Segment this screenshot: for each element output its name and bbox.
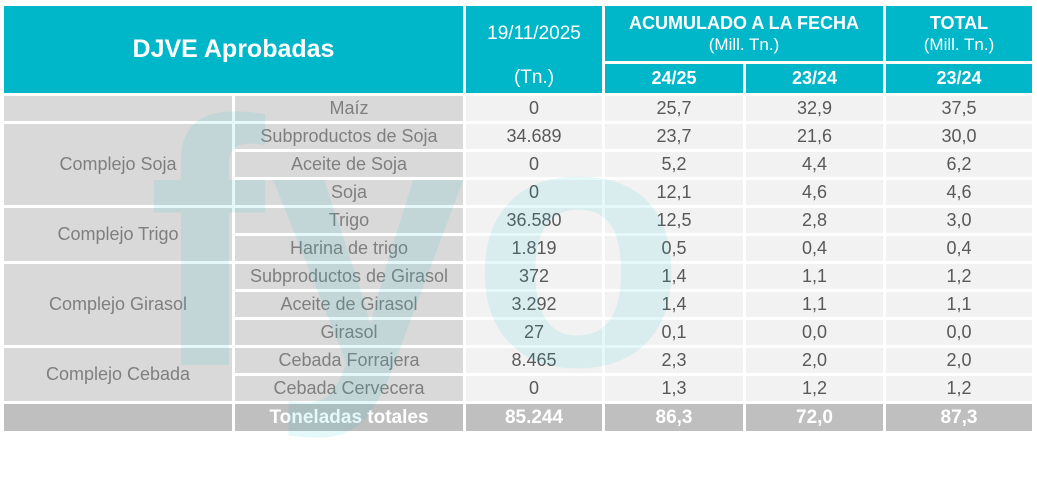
total-row: Toneladas totales 85.244 86,3 72,0 87,3	[4, 404, 1033, 431]
value-cell: 1,4	[605, 292, 743, 317]
date-unit-label: (Tn.)	[513, 66, 555, 88]
product-cell: Maíz	[235, 96, 463, 121]
page: DJVE Aprobadas 19/11/2025 (Tn.) ACUMULAD…	[0, 3, 1037, 482]
value-cell: 37,5	[886, 96, 1033, 121]
value-cell: 0,1	[605, 320, 743, 345]
product-cell: Cebada Forrajera	[235, 348, 463, 373]
value-cell: 34.689	[466, 124, 602, 149]
table-row: Complejo Cebada Cebada Forrajera 8.465 2,3 2…	[4, 348, 1033, 401]
product-cell: Subproductos de Girasol	[235, 264, 463, 289]
product-cell: Trigo	[235, 208, 463, 233]
value-cell: 4,6	[746, 180, 884, 205]
date-label: 19/11/2025	[487, 23, 581, 44]
value-cell: 372	[466, 264, 602, 289]
value-cell: 3,0	[886, 208, 1033, 233]
date-column-wrap: 19/11/2025 (Tn.)	[466, 6, 602, 93]
total-header: TOTAL (Mill. Tn.)	[886, 6, 1033, 61]
value-cell: 0	[466, 96, 602, 121]
value-cell: 12,5	[605, 208, 743, 233]
value-cell: 0,4	[886, 236, 1033, 261]
table-row: Girasol 27 0,1 0,0 0,0	[4, 320, 1033, 345]
subheader-acumulado-24-25: 24/25	[605, 64, 743, 93]
value-cell: 0	[466, 180, 602, 205]
value-cell: 2,8	[746, 208, 884, 233]
value-cell: 2,3	[605, 348, 743, 373]
total-value-cell: 86,3	[605, 404, 743, 431]
acumulado-unit: (Mill. Tn.)	[708, 35, 780, 54]
table-row: Soja 0 12,1 4,6 4,6	[4, 180, 1033, 205]
group-cell	[4, 96, 232, 121]
table-body: Maíz 0 25,7 32,9 37,5 Complejo Soja Subproduct…	[4, 96, 1033, 431]
value-cell: 8.465	[466, 348, 602, 373]
total-unit: (Mill. Tn.)	[923, 35, 995, 54]
value-cell: 2,0	[746, 348, 884, 373]
value-cell: 0,4	[746, 236, 884, 261]
value-cell: 32,9	[746, 96, 884, 121]
table-row: Complejo Girasol Subproductos de Girasol 3…	[4, 264, 1033, 345]
product-cell: Soja	[235, 180, 463, 205]
value-cell: 30,0	[886, 124, 1033, 149]
total-value-cell: 85.244	[466, 404, 602, 431]
table-row: Complejo Trigo Trigo 36.580 12,5 2,8 3,0	[4, 208, 1033, 261]
group-cell: Complejo Soja	[4, 124, 232, 205]
value-cell: 4,6	[886, 180, 1033, 205]
acumulado-title: ACUMULADO A LA FECHA	[629, 12, 859, 33]
value-cell: 1,2	[886, 264, 1033, 289]
value-cell: 1.819	[466, 236, 602, 261]
table-row: Harina de trigo 1.819 0,5 0,4 0,4	[4, 236, 1033, 261]
acumulado-header: ACUMULADO A LA FECHA (Mill. Tn.)	[605, 6, 884, 61]
product-cell: Cebada Cervecera	[235, 376, 463, 401]
table-row: Complejo Soja Subproductos de Soja 34.689 2…	[4, 124, 1033, 205]
value-cell: 0	[466, 152, 602, 177]
total-value-cell: 72,0	[746, 404, 884, 431]
total-value-cell: 87,3	[886, 404, 1033, 431]
value-cell: 12,1	[605, 180, 743, 205]
value-cell: 1,2	[886, 376, 1033, 401]
table-row: Cebada Cervecera 0 1,3 1,2 1,2	[4, 376, 1033, 401]
product-cell: Harina de trigo	[235, 236, 463, 261]
djve-table: DJVE Aprobadas 19/11/2025 (Tn.) ACUMULAD…	[1, 3, 1035, 434]
product-cell: Aceite de Soja	[235, 152, 463, 177]
table-row: Aceite de Girasol 3.292 1,4 1,1 1,1	[4, 292, 1033, 317]
value-cell: 0,0	[746, 320, 884, 345]
subheader-acumulado-23-24: 23/24	[746, 64, 884, 93]
product-cell: Girasol	[235, 320, 463, 345]
value-cell: 0,0	[886, 320, 1033, 345]
value-cell: 0,5	[605, 236, 743, 261]
value-cell: 27	[466, 320, 602, 345]
value-cell: 2,0	[886, 348, 1033, 373]
group-cell: Complejo Girasol	[4, 264, 232, 345]
group-cell: Complejo Cebada	[4, 348, 232, 401]
date-column-header: 19/11/2025 (Tn.)	[466, 6, 602, 93]
value-cell: 1,1	[886, 292, 1033, 317]
total-title: TOTAL	[929, 12, 989, 33]
value-cell: 3.292	[466, 292, 602, 317]
value-cell: 0	[466, 376, 602, 401]
value-cell: 36.580	[466, 208, 602, 233]
total-row-spacer-cell	[4, 404, 232, 431]
value-cell: 21,6	[746, 124, 884, 149]
value-cell: 1,2	[746, 376, 884, 401]
value-cell: 1,1	[746, 292, 884, 317]
subheader-total-23-24: 23/24	[886, 64, 1033, 93]
table-title: DJVE Aprobadas	[4, 6, 463, 93]
table-row: Maíz 0 25,7 32,9 37,5	[4, 96, 1033, 121]
table-row: Aceite de Soja 0 5,2 4,4 6,2	[4, 152, 1033, 177]
value-cell: 1,4	[605, 264, 743, 289]
product-cell: Aceite de Girasol	[235, 292, 463, 317]
value-cell: 1,3	[605, 376, 743, 401]
value-cell: 25,7	[605, 96, 743, 121]
product-cell: Subproductos de Soja	[235, 124, 463, 149]
group-cell: Complejo Trigo	[4, 208, 232, 261]
value-cell: 4,4	[746, 152, 884, 177]
total-row-label-cell: Toneladas totales	[235, 404, 463, 431]
value-cell: 23,7	[605, 124, 743, 149]
value-cell: 6,2	[886, 152, 1033, 177]
table-header: DJVE Aprobadas 19/11/2025 (Tn.) ACUMULAD…	[4, 6, 1033, 93]
value-cell: 1,1	[746, 264, 884, 289]
value-cell: 5,2	[605, 152, 743, 177]
